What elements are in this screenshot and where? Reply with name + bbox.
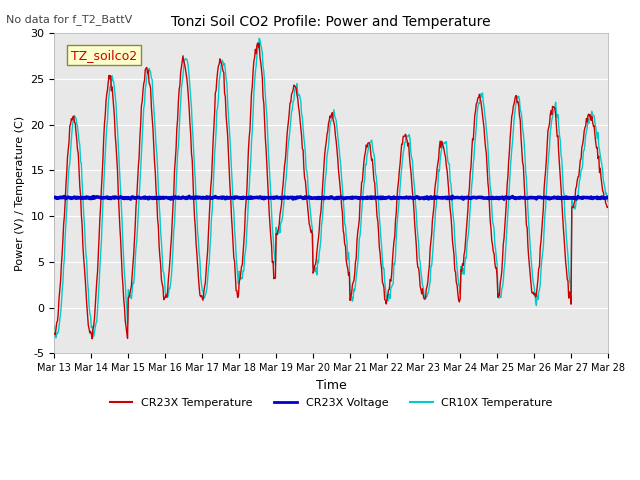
Y-axis label: Power (V) / Temperature (C): Power (V) / Temperature (C) [15,116,25,271]
Text: TZ_soilco2: TZ_soilco2 [71,48,137,61]
Text: No data for f_T2_BattV: No data for f_T2_BattV [6,14,132,25]
Title: Tonzi Soil CO2 Profile: Power and Temperature: Tonzi Soil CO2 Profile: Power and Temper… [172,15,491,29]
X-axis label: Time: Time [316,379,347,392]
Legend: CR23X Temperature, CR23X Voltage, CR10X Temperature: CR23X Temperature, CR23X Voltage, CR10X … [105,393,557,412]
